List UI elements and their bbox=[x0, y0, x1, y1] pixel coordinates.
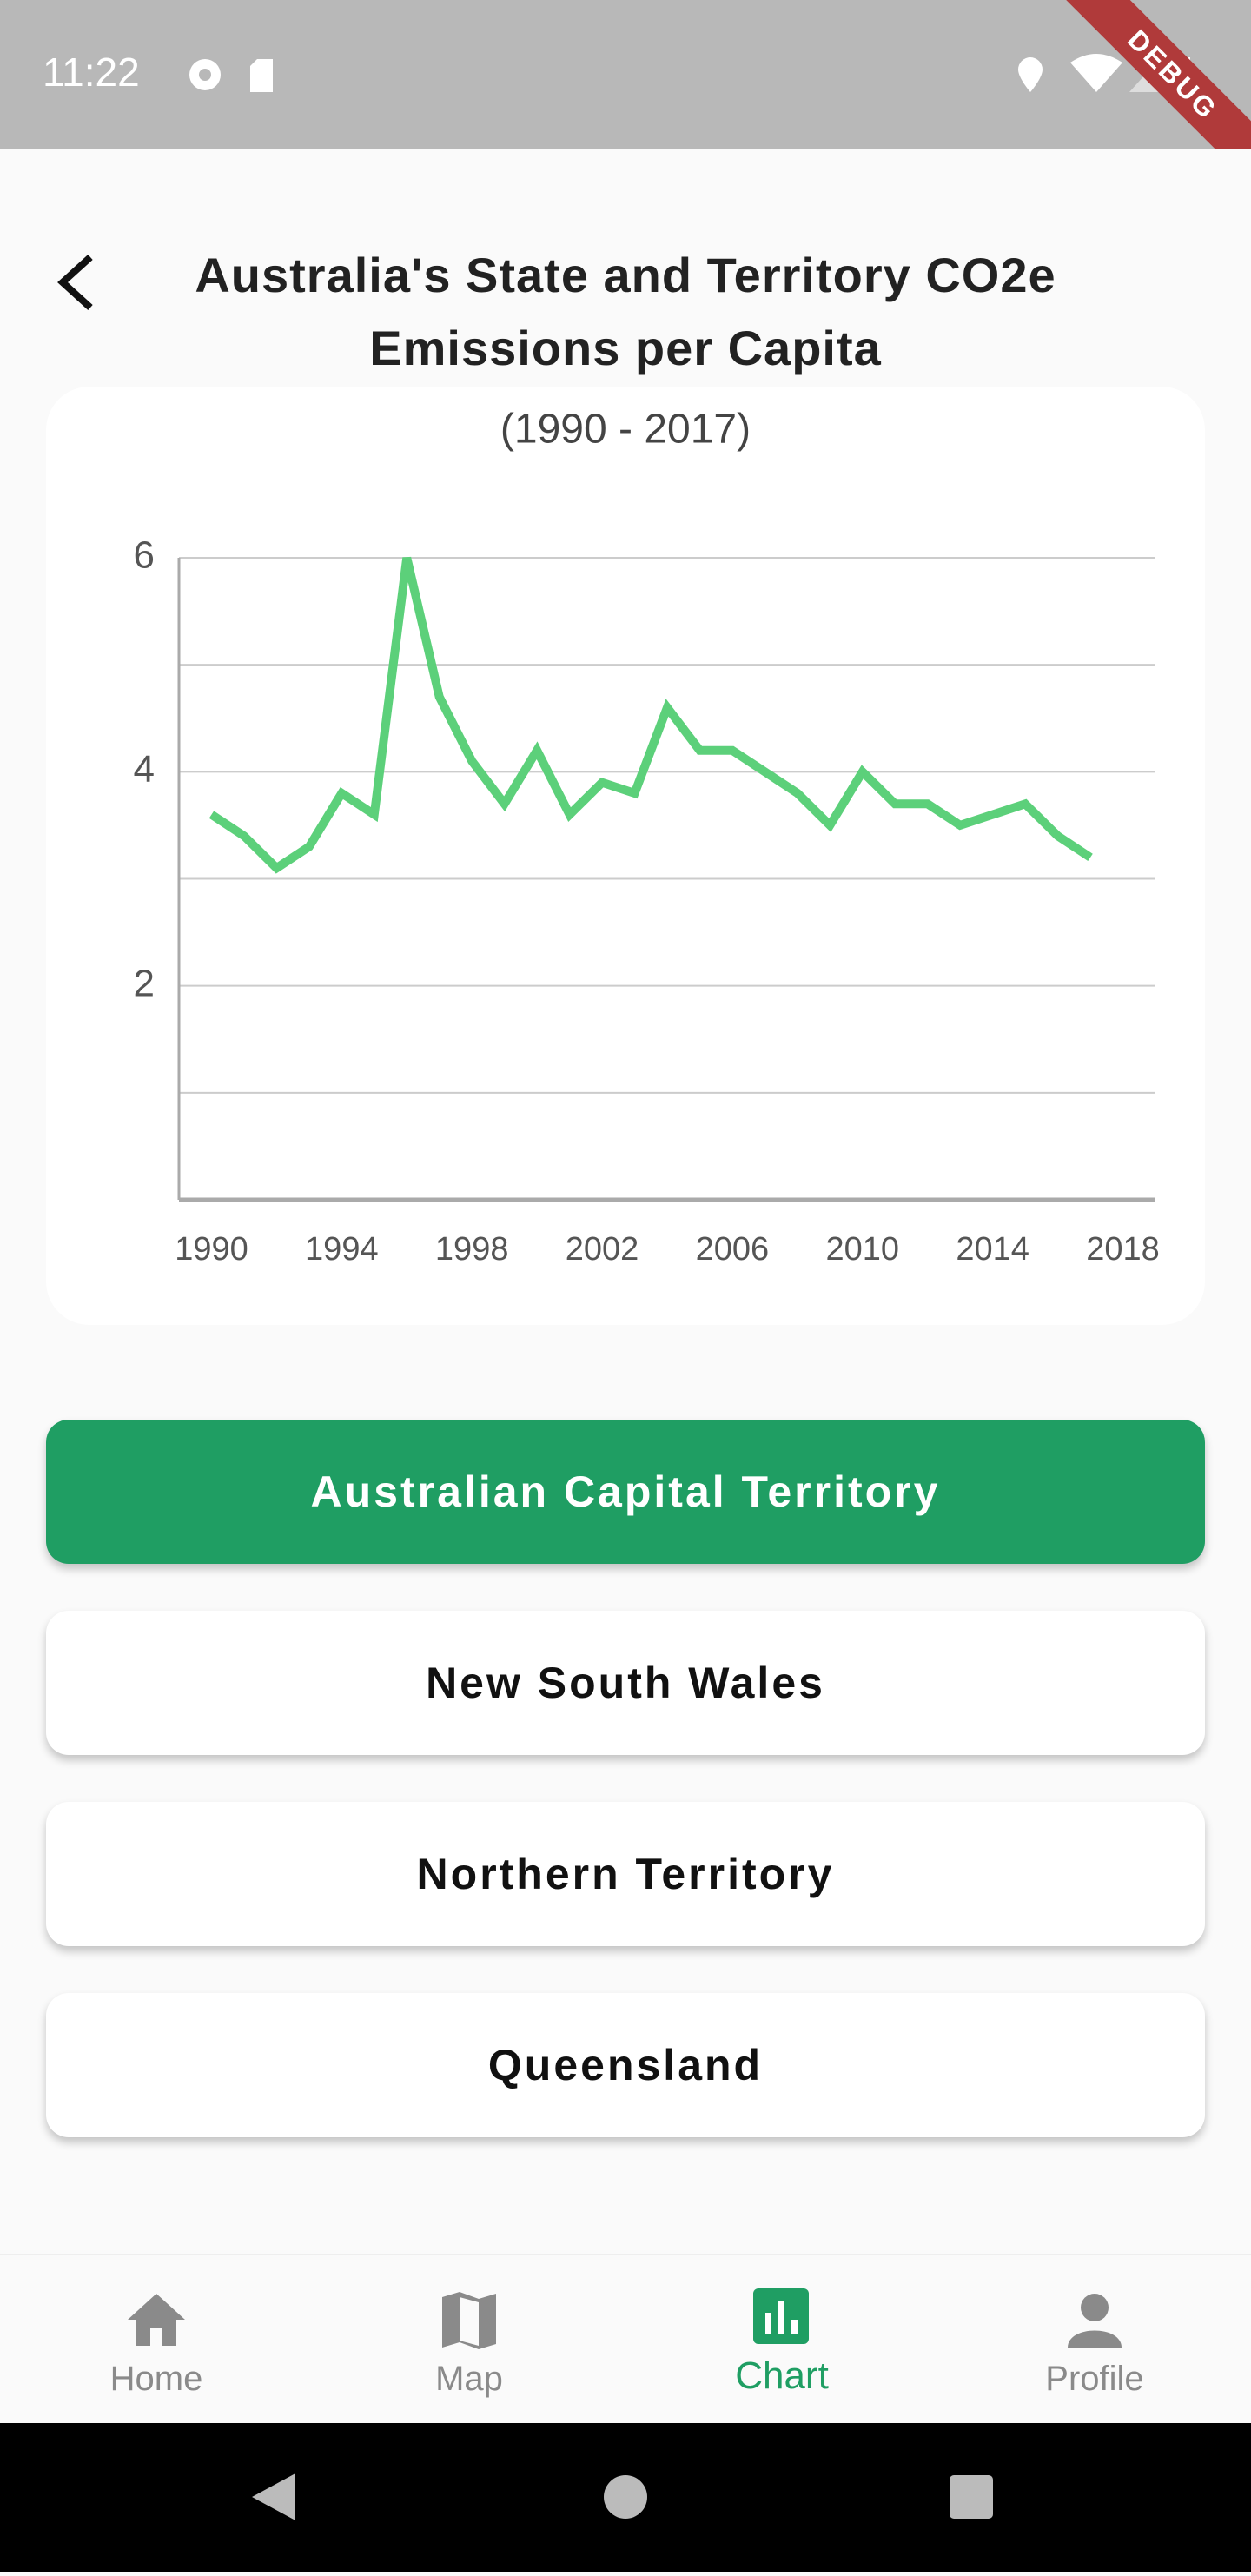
nav-profile[interactable]: Profile bbox=[938, 2255, 1251, 2425]
home-icon bbox=[128, 2294, 185, 2346]
x-tick-label: 1998 bbox=[435, 1231, 509, 1268]
x-tick-label: 2006 bbox=[696, 1231, 770, 1268]
bottom-nav: Home Map Chart Profile bbox=[0, 2254, 1251, 2425]
chart-card bbox=[46, 387, 1205, 1325]
y-tick-label: 2 bbox=[134, 962, 155, 1004]
chart-subtitle: (1990 - 2017) bbox=[500, 407, 751, 453]
region-button[interactable]: New South Wales bbox=[46, 1611, 1205, 1755]
nav-label: Chart bbox=[735, 2354, 829, 2397]
status-bar: 11:22 DEBUG bbox=[0, 0, 1251, 149]
region-button[interactable]: Queensland bbox=[46, 1993, 1205, 2137]
map-icon bbox=[442, 2292, 496, 2349]
y-tick-label: 4 bbox=[134, 748, 155, 791]
y-tick-label: 6 bbox=[134, 534, 155, 577]
nav-label: Profile bbox=[1045, 2360, 1144, 2398]
system-nav-icons bbox=[252, 2473, 993, 2520]
nav-map[interactable]: Map bbox=[313, 2255, 626, 2425]
x-tick-label: 2002 bbox=[566, 1231, 639, 1268]
nav-label: Home bbox=[109, 2360, 203, 2398]
x-tick-label: 1994 bbox=[305, 1231, 379, 1268]
region-button[interactable]: Australian Capital Territory bbox=[46, 1420, 1205, 1564]
chart-icon bbox=[753, 2288, 809, 2344]
x-tick-label: 2014 bbox=[956, 1231, 1029, 1268]
x-tick-label: 2010 bbox=[826, 1231, 900, 1268]
system-nav bbox=[0, 2423, 1251, 2572]
x-tick-label: 2018 bbox=[1086, 1231, 1160, 1268]
nav-label: Map bbox=[435, 2360, 503, 2398]
profile-icon bbox=[1068, 2294, 1122, 2348]
status-icons bbox=[189, 59, 273, 92]
chart: (1990 - 2017) 2 4 6 1990 1994 1998 2002 2006 201… bbox=[134, 407, 1160, 1268]
x-tick-label: 1990 bbox=[175, 1231, 248, 1268]
data-line bbox=[208, 556, 1093, 874]
status-time: 11:22 bbox=[43, 50, 140, 95]
back-button[interactable] bbox=[52, 252, 104, 313]
page-title: Australia's State and Territory CO2e Emi… bbox=[195, 248, 1056, 375]
region-list: Australian Capital Territory New South Wa… bbox=[0, 1355, 1251, 2224]
region-button[interactable]: Northern Territory bbox=[46, 1802, 1205, 1946]
nav-home[interactable]: Home bbox=[0, 2255, 313, 2425]
nav-chart[interactable]: Chart bbox=[626, 2255, 938, 2425]
